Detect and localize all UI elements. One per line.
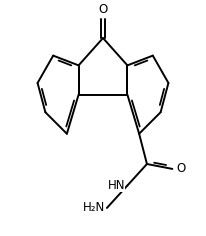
Text: H₂N: H₂N bbox=[83, 202, 105, 215]
Text: O: O bbox=[98, 3, 108, 16]
Text: O: O bbox=[176, 162, 185, 175]
Text: HN: HN bbox=[108, 179, 125, 192]
